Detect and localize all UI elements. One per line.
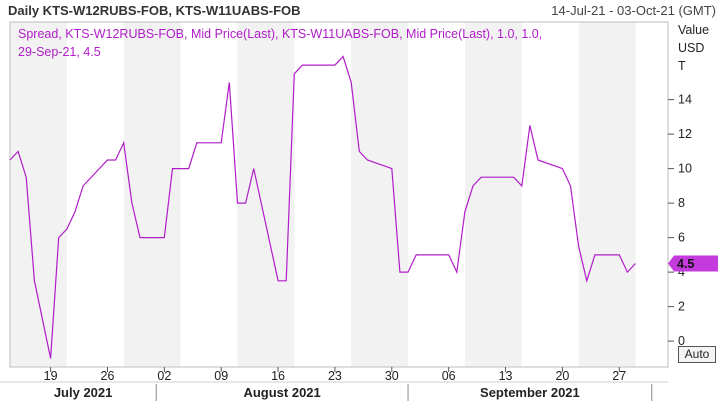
x-tick-label: 13 [499,369,513,383]
x-tick-label: 27 [612,369,626,383]
y-tick-label: 6 [678,231,685,245]
date-range: 14-Jul-21 - 03-Oct-21 (GMT) [551,3,716,18]
series-legend: Spread, KTS-W12RUBS-FOB, Mid Price(Last)… [18,25,618,61]
axis-unit-currency: USD [678,41,705,55]
week-band [10,22,67,367]
y-tick-label: 8 [678,196,685,210]
x-tick-label: 06 [442,369,456,383]
month-label: September 2021 [480,385,580,400]
week-band [351,22,409,367]
last-value-label: 4.5 [677,257,694,271]
x-tick-label: 02 [157,369,171,383]
y-tick-label: 14 [678,93,692,107]
plot-border [9,21,669,368]
week-band [237,22,295,367]
x-tick-label: 26 [101,369,115,383]
x-tick-label: 09 [214,369,228,383]
legend-line-1: Spread, KTS-W12RUBS-FOB, Mid Price(Last)… [18,27,543,41]
y-tick-label: 10 [678,162,692,176]
legend-line-2: 29-Sep-21, 4.5 [18,45,101,59]
month-label: August 2021 [243,385,320,400]
y-tick-label: 0 [678,334,685,348]
month-label: July 2021 [54,385,113,400]
chart-title: Daily KTS-W12RUBS-FOB, KTS-W11UABS-FOB [8,3,301,18]
auto-scale-button[interactable]: Auto [678,346,716,363]
y-tick-label: 2 [678,300,685,314]
x-tick-label: 19 [44,369,58,383]
x-tick-label: 16 [271,369,285,383]
axis-unit-t: T [678,59,686,73]
y-tick-label: 4 [678,265,685,279]
chart-header: Daily KTS-W12RUBS-FOB, KTS-W11UABS-FOB 1… [0,0,722,22]
y-tick-label: 12 [678,127,692,141]
x-tick-label: 30 [385,369,399,383]
last-value-marker [668,255,718,272]
week-band [578,22,636,367]
axis-unit-value: Value [678,23,710,37]
x-tick-label: 20 [555,369,569,383]
week-band [123,22,181,367]
series-line [9,55,636,359]
x-tick-label: 23 [328,369,342,383]
week-band [464,22,522,367]
